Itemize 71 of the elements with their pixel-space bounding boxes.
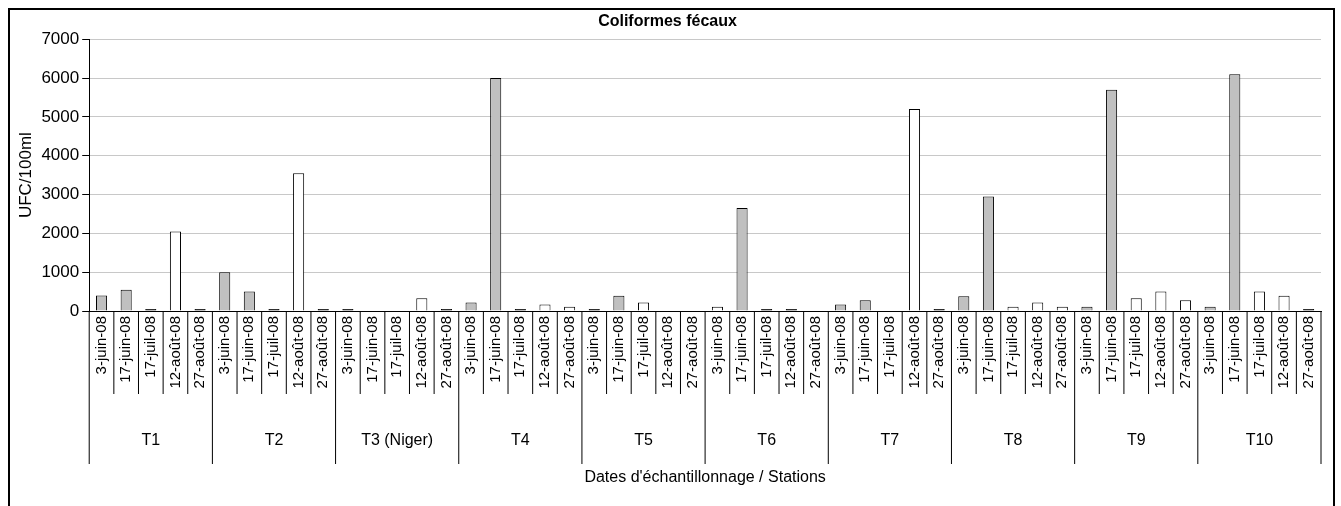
x-tick-label: 17-juin-08 — [1101, 316, 1119, 383]
x-tick-label: 17-juil-08 — [880, 316, 898, 378]
x-tick-label: 17-juin-08 — [239, 316, 257, 383]
y-axis-title: UFC/100ml — [15, 132, 35, 219]
x-tick-label: 27-août-08 — [190, 316, 208, 389]
x-tick-label: 27-août-08 — [313, 316, 331, 389]
x-tick-label: 17-juin-08 — [1224, 316, 1242, 383]
x-tick-label: 17-juil-08 — [1003, 316, 1021, 378]
x-tick-label: 27-août-08 — [559, 316, 577, 389]
x-tick-label: 3-juin-08 — [461, 316, 479, 375]
x-tick-label: 3-juin-08 — [1077, 316, 1095, 375]
x-tick-label: 12-août-08 — [1274, 316, 1292, 389]
x-tick-label: 3-juin-08 — [214, 316, 232, 375]
text: T5 — [634, 431, 653, 449]
y-tick-label: 7000 — [41, 28, 80, 48]
text: T10 — [1245, 431, 1274, 449]
x-tick-label: 3-juin-08 — [338, 316, 356, 375]
x-tick-label: 17-juil-08 — [633, 316, 651, 378]
x-tick-label: 12-août-08 — [904, 316, 922, 389]
text: T4 — [511, 431, 530, 449]
x-tick-label: 17-juil-08 — [264, 316, 282, 378]
x-tick-label: 3-juin-08 — [584, 316, 602, 375]
x-tick-label: 27-août-08 — [929, 316, 947, 389]
x-tick-label: 12-août-08 — [288, 316, 306, 389]
x-tick-label: 12-août-08 — [1027, 316, 1045, 389]
x-tick-label: 17-juil-08 — [387, 316, 405, 378]
x-tick-label: 17-juil-08 — [140, 316, 158, 378]
x-tick-label: 27-août-08 — [1175, 316, 1193, 389]
x-tick-label: 27-août-08 — [436, 316, 454, 389]
x-tick-label: 17-juin-08 — [609, 316, 627, 383]
x-tick-label: 27-août-08 — [682, 316, 700, 389]
x-tick-label: 3-juin-08 — [91, 316, 109, 375]
y-tick-label: 0 — [69, 300, 80, 320]
chart-title: Coliformes fécaux — [598, 12, 737, 30]
x-tick-label: 3-juin-08 — [1200, 316, 1218, 375]
x-axis-title: Dates d'échantillonnage / Stations — [584, 468, 826, 486]
y-tick-label: 2000 — [41, 223, 80, 243]
text: T3 (Niger) — [361, 431, 434, 449]
x-tick-label: 17-juin-08 — [732, 316, 750, 383]
y-tick-label: 1000 — [41, 261, 80, 281]
x-tick-label: 12-août-08 — [411, 316, 429, 389]
y-tick-label: 5000 — [41, 106, 80, 126]
x-tick-label: 27-août-08 — [1298, 316, 1316, 389]
x-tick-label: 12-août-08 — [658, 316, 676, 389]
x-tick-label: 17-juil-08 — [1126, 316, 1144, 378]
x-tick-label: 17-juil-08 — [1249, 316, 1267, 378]
x-tick-label: 12-août-08 — [781, 316, 799, 389]
y-tick-label: 3000 — [41, 184, 80, 204]
x-tick-label: 17-juin-08 — [978, 316, 996, 383]
x-tick-label: 17-juin-08 — [485, 316, 503, 383]
text: T8 — [1003, 431, 1023, 449]
x-tick-label: 12-août-08 — [1151, 316, 1169, 389]
text: T1 — [141, 431, 161, 449]
y-tick-label: 4000 — [41, 145, 80, 165]
x-tick-label: 17-juin-08 — [855, 316, 873, 383]
x-tick-label: 17-juin-08 — [116, 316, 134, 383]
x-tick-label: 17-juin-08 — [362, 316, 380, 383]
x-tick-label: 17-juil-08 — [756, 316, 774, 378]
x-tick-label: 27-août-08 — [806, 316, 824, 389]
y-tick-label: 6000 — [41, 67, 80, 87]
x-tick-label: 12-août-08 — [535, 316, 553, 389]
x-tick-label: 3-juin-08 — [830, 316, 848, 375]
x-tick-label: 3-juin-08 — [953, 316, 971, 375]
x-tick-label: 27-août-08 — [1052, 316, 1070, 389]
x-tick-label: 17-juil-08 — [510, 316, 528, 378]
text: T9 — [1126, 431, 1146, 449]
text: T2 — [264, 431, 284, 449]
text: T7 — [880, 431, 900, 449]
text: T6 — [757, 431, 777, 449]
x-tick-label: 3-juin-08 — [707, 316, 725, 375]
x-tick-label: 12-août-08 — [165, 316, 183, 389]
